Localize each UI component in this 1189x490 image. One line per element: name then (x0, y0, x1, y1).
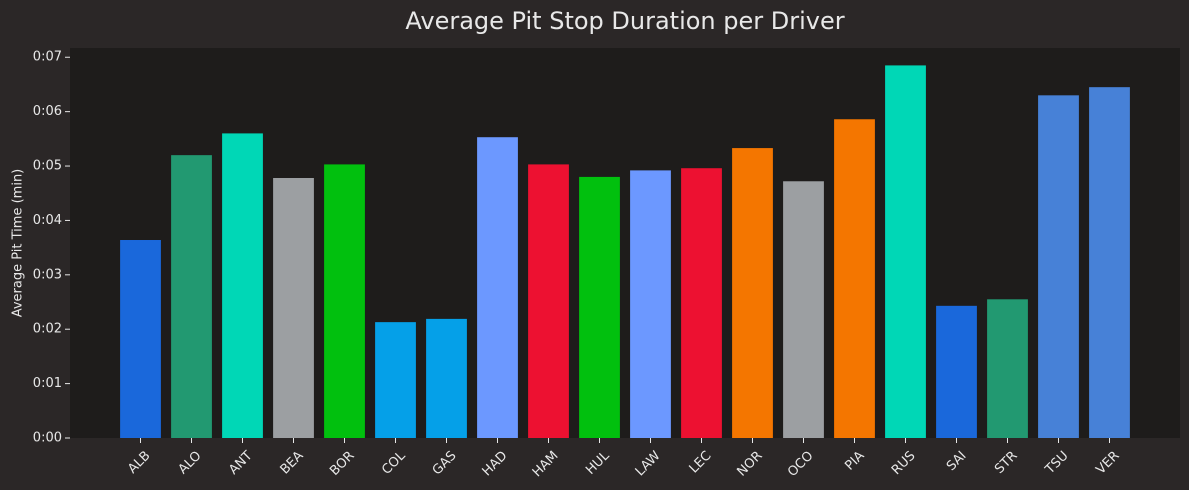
bar (630, 170, 671, 438)
bar (732, 148, 773, 438)
bar (477, 137, 518, 438)
bar (579, 176, 620, 438)
x-tick-label: RUS (889, 448, 919, 478)
bar (273, 178, 314, 438)
x-tick-label: LEC (687, 448, 715, 476)
chart-title: Average Pit Stop Duration per Driver (405, 7, 844, 35)
x-tick-label: ANT (226, 448, 255, 477)
bar (171, 155, 212, 438)
bar (681, 168, 722, 438)
x-tick-label: PIA (842, 448, 867, 473)
bar (426, 318, 467, 438)
bar (834, 119, 875, 438)
y-tick-label: 0:07 (33, 50, 62, 65)
x-tick-label: LAW (633, 448, 664, 479)
y-tick-label: 0:04 (33, 213, 62, 228)
y-tick-label: 0:05 (33, 159, 62, 174)
x-tick-label: COL (379, 448, 409, 478)
bar (1038, 95, 1079, 438)
bar (375, 322, 416, 438)
bar (987, 299, 1028, 438)
x-tick-label: HAM (530, 448, 562, 480)
x-tick-label: STR (992, 448, 1020, 476)
x-tick-label: ALO (176, 448, 205, 477)
x-tick-label: NOR (734, 448, 765, 479)
y-axis-label: Average Pit Time (min) (11, 169, 26, 318)
y-tick-label: 0:02 (33, 322, 62, 337)
bar (120, 240, 161, 438)
y-tick-label: 0:06 (33, 104, 62, 119)
bar (936, 305, 977, 438)
y-tick-label: 0:03 (33, 267, 62, 282)
x-tick-label: BEA (278, 448, 307, 477)
y-tick-label: 0:00 (33, 431, 62, 446)
x-tick-label: BOR (327, 448, 357, 478)
x-tick-label: ALB (125, 448, 153, 476)
bar (222, 133, 263, 438)
x-tick-label: HUL (583, 448, 613, 478)
x-tick-label: TSU (1042, 448, 1071, 477)
x-tick-label: VER (1093, 448, 1122, 477)
x-tick-label: HAD (480, 448, 511, 479)
bar (885, 65, 926, 439)
bar (528, 164, 569, 438)
x-tick-label: SAI (944, 448, 970, 474)
x-tick-label: GAS (430, 448, 460, 478)
bar (783, 181, 824, 438)
x-tick-label: OCO (785, 448, 816, 479)
y-tick-label: 0:01 (33, 376, 62, 391)
bar (1089, 87, 1130, 438)
bar (324, 164, 365, 438)
